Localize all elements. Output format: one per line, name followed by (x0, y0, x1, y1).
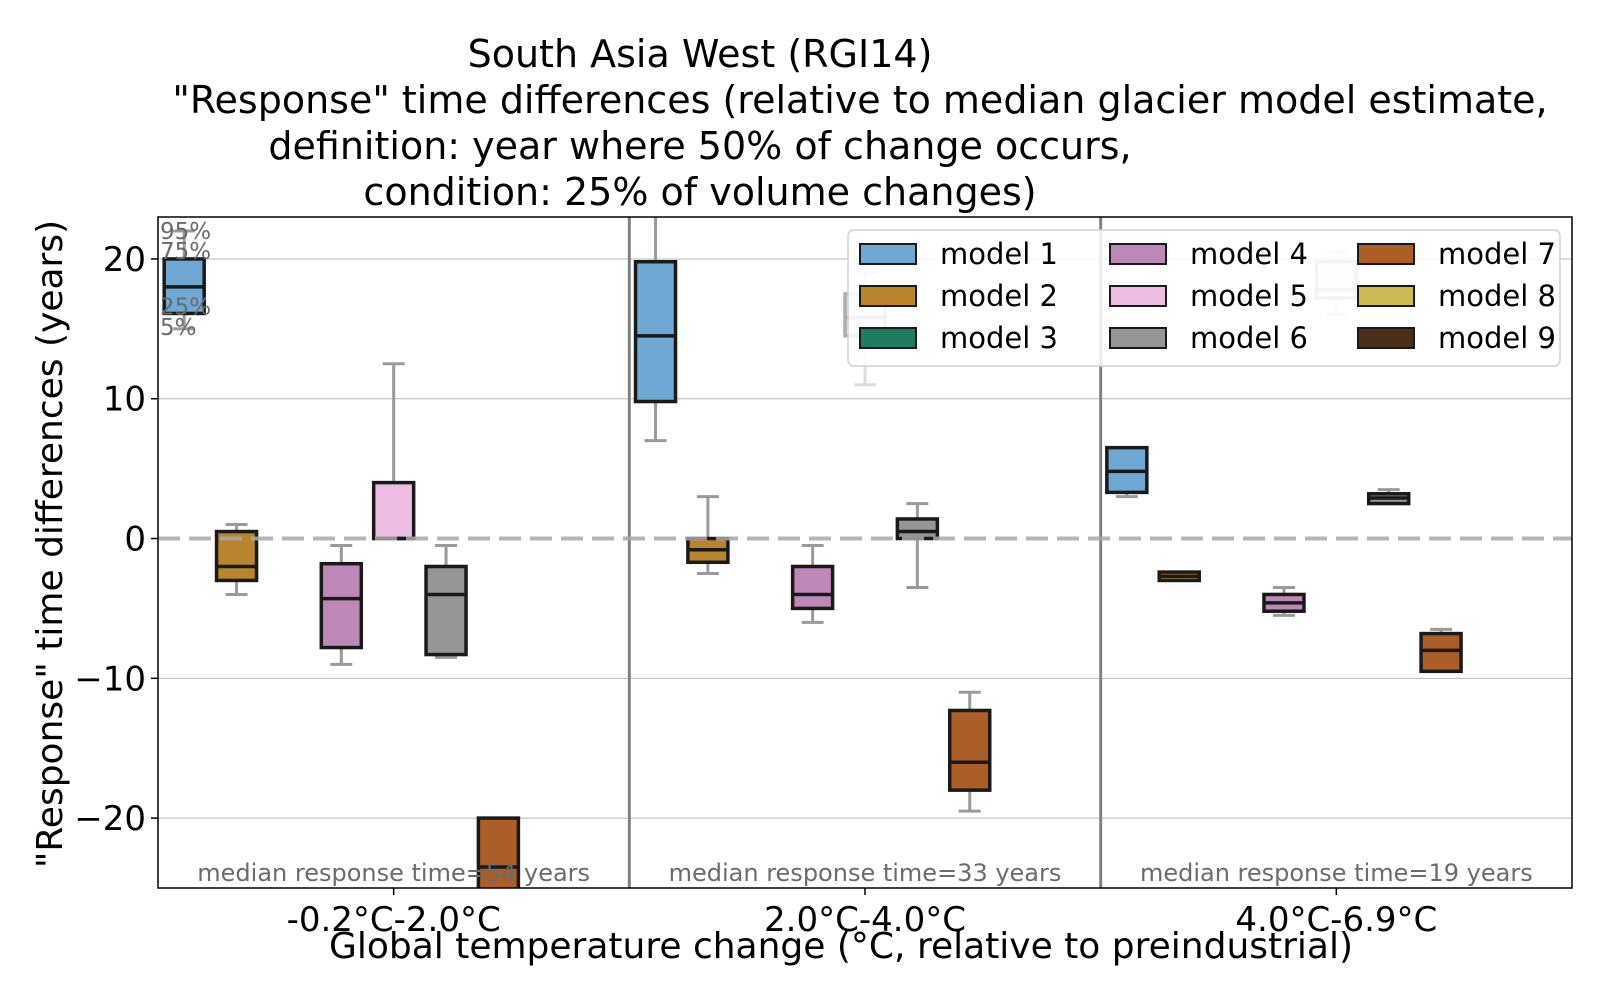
box-model-4 (1262, 585, 1306, 617)
percentile-label: 95% (160, 219, 211, 245)
percentile-label: 25% (160, 294, 211, 320)
box-iqr (895, 517, 940, 541)
legend-swatch (859, 285, 917, 307)
title-line-3: definition: year where 50% of change occ… (268, 124, 1131, 168)
box-model-7 (1419, 627, 1463, 674)
y-axis-label: "Response" time differences (years) (30, 220, 71, 868)
box-model-7 (476, 816, 521, 888)
box-model-4 (790, 544, 835, 624)
x-tick-label: 2.0°C-4.0°C (764, 900, 966, 940)
legend-swatch (859, 327, 917, 349)
percentile-label: 75% (160, 239, 211, 265)
y-tick-label: 10 (103, 380, 146, 420)
legend: model 1 model 2 model 3 model 4 model 5 model… (847, 229, 1561, 367)
chart-overlays: median response time=54 years median resp… (158, 217, 1572, 888)
legend-label: model 6 (1190, 321, 1308, 355)
legend-swatch (859, 243, 917, 265)
x-axis-label: Global temperature change (°C, relative … (329, 926, 1353, 967)
legend-label: model 9 (1438, 321, 1556, 355)
y-tick-label: −20 (74, 799, 146, 839)
y-tick-label: −10 (74, 659, 146, 699)
box-model-2 (686, 495, 730, 575)
legend-swatch (1357, 285, 1415, 307)
y-tick-label: 0 (124, 520, 146, 560)
legend-label: model 1 (940, 237, 1058, 271)
legend-swatch (1109, 243, 1167, 265)
box-iqr (371, 480, 416, 541)
title-line-4: condition: 25% of volume changes) (363, 170, 1036, 214)
box-model-5 (371, 362, 416, 541)
y-tick-label: 20 (103, 240, 146, 280)
box-model-4 (319, 544, 364, 666)
x-tick-label: -0.2°C-2.0°C (287, 900, 501, 940)
box-model-1 (1105, 445, 1149, 499)
legend-label: model 4 (1190, 237, 1308, 271)
box-iqr (319, 561, 364, 650)
title-line-1: South Asia West (RGI14) (468, 32, 933, 76)
axes: 20 10 0 −10 −20 -0.2°C-2.0°C 2.0°C-4.0°C 4.0°C-… (74, 240, 1437, 940)
box-iqr (424, 564, 468, 657)
x-tick-label: 4.0°C-6.9°C (1235, 900, 1437, 940)
median-response-time-label: median response time=19 years (1140, 859, 1533, 887)
title-line-2: "Response" time differences (relative to… (172, 78, 1547, 122)
chart-title: South Asia West (RGI14) "Response" time … (172, 32, 1547, 214)
box-model-2 (214, 523, 259, 596)
box-iqr (476, 816, 521, 888)
box-model-1 (633, 217, 678, 443)
legend-label: model 2 (940, 279, 1058, 313)
legend-swatch (1109, 327, 1167, 349)
box-model-6 (895, 502, 940, 589)
box-model-6 (1366, 488, 1411, 506)
legend-label: model 7 (1438, 237, 1556, 271)
legend-label: model 3 (940, 321, 1058, 355)
legend-swatch (1357, 327, 1415, 349)
box-iqr (1419, 631, 1463, 674)
legend-label: model 8 (1438, 279, 1556, 313)
median-response-time-label: median response time=54 years (197, 859, 590, 887)
box-model-2 (1157, 570, 1201, 583)
box-iqr (947, 708, 992, 792)
box-model-7 (947, 690, 992, 813)
box-model-1 (162, 229, 206, 331)
box-model-6 (424, 544, 468, 659)
legend-swatch (1357, 243, 1415, 265)
box-iqr (790, 564, 835, 611)
legend-label: model 5 (1190, 279, 1308, 313)
median-response-time-label: median response time=33 years (669, 859, 1062, 887)
percentile-label: 5% (160, 315, 197, 341)
legend-swatch (1109, 285, 1167, 307)
box-iqr (633, 259, 678, 404)
